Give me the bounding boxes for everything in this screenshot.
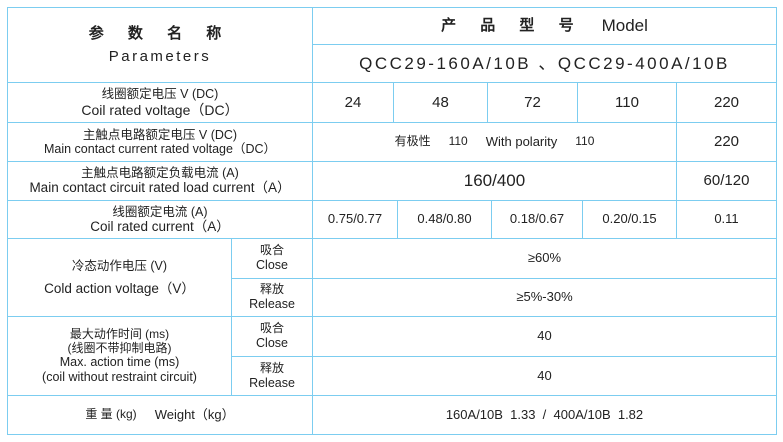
label-cn2: (线圈不带抑制电路) <box>67 340 172 355</box>
main-voltage-label: 主触点电路额定电压 V (DC) Main contact current rat… <box>7 122 313 162</box>
coil-voltage-value: 220 <box>676 82 777 123</box>
model-header: 产 品 型 号 Model <box>312 7 777 45</box>
label-cn: 最大动作时间 (ms) <box>69 326 170 341</box>
label-en: Main contact current rated voltage（DC） <box>43 142 277 156</box>
coil-current-value: 0.18/0.67 <box>491 200 583 239</box>
label-cn: 吸合 <box>259 321 284 336</box>
polarity-en-value: 110 <box>575 134 595 149</box>
coil-current-value: 0.75/0.77 <box>312 200 398 239</box>
time-release-label: 释放 Release <box>231 356 313 396</box>
label-en2: (coil without restraint circuit) <box>42 369 197 384</box>
model-header-en: Model <box>601 16 648 36</box>
polarity-cell: 有极性 110 With polarity 110 <box>312 122 677 162</box>
model-header-cn: 产 品 型 号 <box>441 17 584 35</box>
cold-release-value: ≥5%-30% <box>312 278 777 317</box>
time-release-value: 40 <box>312 356 777 396</box>
param-header: 参 数 名 称 Parameters <box>7 7 313 83</box>
label-en: Close <box>256 258 288 273</box>
param-header-cn: 参 数 名 称 <box>88 24 232 42</box>
label-cn: 释放 <box>259 282 284 297</box>
param-header-en: Parameters <box>108 48 212 65</box>
cold-voltage-label: 冷态动作电压 (V) Cold action voltage（V） <box>7 238 232 317</box>
coil-voltage-value: 24 <box>312 82 394 123</box>
label-en: Max. action time (ms) <box>59 355 180 370</box>
coil-voltage-value: 48 <box>393 82 488 123</box>
polarity-en: With polarity <box>485 133 558 149</box>
label-cn: 吸合 <box>259 243 284 258</box>
label-cn: 释放 <box>259 360 284 375</box>
cold-release-label: 释放 Release <box>231 278 313 317</box>
polarity-cn: 有极性 <box>394 134 431 149</box>
coil-voltage-value: 72 <box>487 82 578 123</box>
label-en: Release <box>249 297 295 312</box>
coil-current-label: 线圈额定电流 (A) Coil rated current（A） <box>7 200 313 239</box>
label-cn: 线圈额定电压 V (DC) <box>101 87 219 102</box>
label-cn: 主触点电路额定负载电流 (A) <box>81 166 239 181</box>
action-time-label: 最大动作时间 (ms) (线圈不带抑制电路) Max. action time (… <box>7 316 232 396</box>
label-cn: 重 量 (kg) <box>85 407 137 422</box>
model-names: QCC29-160A/10B 、QCC29-400A/10B <box>312 44 777 83</box>
polarity-cn-value: 110 <box>448 134 468 149</box>
weight-value: 160A/10B 1.33 / 400A/10B 1.82 <box>312 395 777 435</box>
label-cn: 主触点电路额定电压 V (DC) <box>82 127 238 142</box>
label-cn: 线圈额定电流 (A) <box>112 204 208 219</box>
label-en: Main contact circuit rated load current（… <box>29 180 291 196</box>
label-en: Close <box>256 336 288 351</box>
label-en: Release <box>249 375 295 390</box>
label-en: Coil rated voltage（DC） <box>81 101 239 118</box>
coil-voltage-label: 线圈额定电压 V (DC) Coil rated voltage（DC） <box>7 82 313 123</box>
label-en: Coil rated current（A） <box>90 218 230 234</box>
label-en: Cold action voltage（V） <box>44 280 195 296</box>
time-close-value: 40 <box>312 316 777 357</box>
weight-label: 重 量 (kg) Weight（kg） <box>7 395 313 435</box>
main-current-220: 60/120 <box>676 161 777 201</box>
coil-current-value: 0.11 <box>676 200 777 239</box>
coil-current-value: 0.20/0.15 <box>582 200 677 239</box>
cold-close-value: ≥60% <box>312 238 777 279</box>
coil-current-value: 0.48/0.80 <box>397 200 492 239</box>
main-current-label: 主触点电路额定负载电流 (A) Main contact circuit rate… <box>7 161 313 201</box>
label-en: Weight（kg） <box>154 406 235 422</box>
main-voltage-220: 220 <box>676 122 777 162</box>
label-cn: 冷态动作电压 (V) <box>71 258 168 273</box>
time-close-label: 吸合 Close <box>231 316 313 357</box>
cold-close-label: 吸合 Close <box>231 238 313 279</box>
coil-voltage-value: 110 <box>577 82 677 123</box>
main-current-value: 160/400 <box>312 161 677 201</box>
